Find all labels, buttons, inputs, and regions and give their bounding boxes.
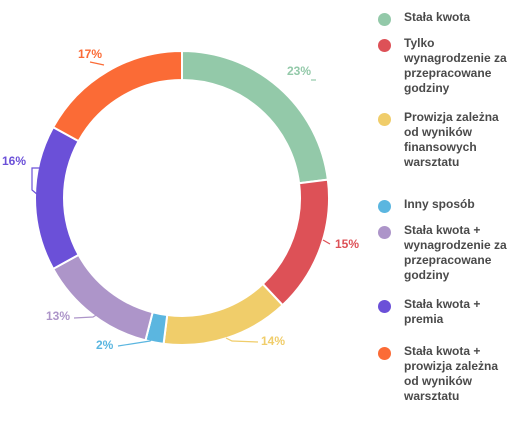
- legend-swatch: [378, 113, 391, 126]
- legend-label-line: Stała kwota: [404, 10, 471, 24]
- leader-line: [89, 61, 105, 66]
- legend-swatch: [378, 39, 391, 52]
- legend-swatch: [378, 200, 391, 213]
- legend-label-line: Inny sposób: [404, 197, 475, 211]
- legend-label-line: przepracowane: [404, 66, 492, 80]
- legend-label-line: wynagrodzenie za: [404, 51, 507, 65]
- legend-label-line: Prowizja zależna: [404, 110, 499, 124]
- donut-slice: [51, 253, 154, 342]
- donut-slices: [34, 49, 330, 346]
- legend-label-line: Stała kwota +: [404, 344, 481, 358]
- leader-line: [31, 167, 40, 196]
- legend-label-line: Tylko: [404, 36, 435, 50]
- legend-label-line: wynagrodzenie za: [404, 238, 507, 252]
- legend-label-line: godziny: [404, 268, 450, 282]
- legend-swatch: [378, 226, 391, 239]
- data-label: 2%: [96, 338, 114, 352]
- legend-label-line: finansowych: [404, 140, 477, 154]
- donut-slice: [34, 125, 80, 271]
- legend-label-line: Stała kwota +: [404, 223, 481, 237]
- data-label: 15%: [335, 237, 359, 251]
- leader-line: [117, 336, 156, 347]
- legend-label-line: od wyników: [404, 125, 473, 139]
- legend-label-line: godziny: [404, 81, 450, 95]
- data-labels: 23% 15% 14% 2% 13% 16% 17%: [2, 47, 359, 352]
- legend-label-line: prowizja zależna: [404, 359, 499, 373]
- legend-label-line: przepracowane: [404, 253, 492, 267]
- donut-slice: [261, 178, 330, 307]
- leader-line: [322, 239, 331, 245]
- leader-line: [225, 337, 259, 343]
- legend-item: Inny sposób: [376, 197, 475, 213]
- data-label: 17%: [78, 47, 102, 61]
- legend-item: Stała kwota + wynagrodzenie za przepracowa…: [376, 223, 507, 283]
- legend-label-line: warsztatu: [404, 389, 460, 403]
- legend-label-line: od wyników: [404, 374, 473, 388]
- data-label: 13%: [46, 309, 70, 323]
- data-label: 14%: [261, 334, 285, 348]
- legend-item: Tylko wynagrodzenie za przepracowane godzin…: [376, 36, 507, 96]
- legend-label-line: premia: [404, 312, 444, 326]
- leader-line: [73, 313, 99, 319]
- legend-item: Prowizja zależna od wyników finansowych war…: [376, 110, 499, 170]
- legend-item: Stała kwota: [376, 10, 471, 26]
- legend-label-line: Stała kwota +: [404, 297, 481, 311]
- donut-slice: [51, 49, 183, 143]
- label-leaders: [31, 61, 331, 347]
- legend-item: Stała kwota + premia: [376, 297, 480, 327]
- legend-swatch: [378, 300, 391, 313]
- legend-item: Stała kwota + prowizja zależna od wyników w…: [376, 344, 498, 404]
- legend-swatch: [378, 347, 391, 360]
- data-label: 16%: [2, 154, 26, 168]
- data-label: 23%: [287, 64, 311, 78]
- legend-label-line: warsztatu: [404, 155, 460, 169]
- legend-swatch: [378, 13, 391, 26]
